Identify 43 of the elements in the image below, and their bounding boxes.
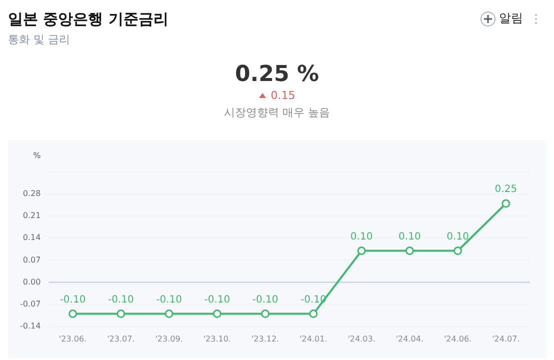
x-tick-label: '23.10. bbox=[203, 334, 231, 344]
data-label: -0.10 bbox=[252, 294, 278, 306]
x-tick-label: '24.04. bbox=[396, 334, 424, 344]
y-tick-label: -0.14 bbox=[20, 321, 41, 330]
point bbox=[454, 246, 462, 256]
y-tick-label: 0.07 bbox=[22, 255, 41, 264]
point bbox=[68, 310, 78, 318]
point bbox=[502, 199, 510, 208]
text: 알림 bbox=[499, 10, 523, 27]
y-tick-label: -0.07 bbox=[20, 299, 41, 308]
y-tick-label: 0.00 bbox=[22, 277, 41, 286]
x-tick-label: '24.07. bbox=[492, 334, 520, 344]
point bbox=[357, 246, 366, 256]
data-label: -0.10 bbox=[60, 294, 86, 306]
chart-subtitle: 통화 및 금리 bbox=[8, 32, 71, 47]
y-tick-label: 0.14 bbox=[22, 233, 41, 242]
x-tick-label: '24.01. bbox=[300, 334, 328, 344]
data-label: -0.10 bbox=[156, 294, 182, 306]
x-tick-label: '23.09. bbox=[155, 334, 183, 344]
y-axis-title: % bbox=[33, 151, 42, 160]
x-tick-label: '24.03. bbox=[348, 334, 376, 344]
data-label: 0.25 bbox=[494, 184, 518, 196]
data-label: 0.10 bbox=[446, 231, 469, 242]
data-label: 0.10 bbox=[398, 231, 421, 242]
text: 시장영향력 매우 높음 bbox=[223, 105, 331, 120]
x-tick-label: '23.12. bbox=[251, 334, 280, 344]
x-tick-label: '23.07. bbox=[107, 334, 135, 344]
x-tick-label: '23.06. bbox=[58, 334, 87, 344]
data-label: -0.10 bbox=[108, 294, 134, 306]
y-tick-label: 0.21 bbox=[22, 211, 41, 220]
point bbox=[164, 310, 174, 318]
y-tick-label: 0.28 bbox=[22, 189, 41, 198]
point bbox=[261, 310, 270, 318]
point bbox=[116, 310, 126, 318]
data-label: -0.10 bbox=[204, 294, 230, 306]
x-tick-label: '24.06. bbox=[444, 334, 472, 344]
chart-title: 일본 중앙은행 기준금리 bbox=[8, 10, 168, 28]
point bbox=[212, 310, 222, 318]
point bbox=[405, 246, 414, 256]
text: 0.15 bbox=[270, 89, 296, 102]
data-label: 0.10 bbox=[350, 231, 373, 242]
text: 0.25 % bbox=[234, 62, 320, 87]
point bbox=[309, 310, 318, 318]
